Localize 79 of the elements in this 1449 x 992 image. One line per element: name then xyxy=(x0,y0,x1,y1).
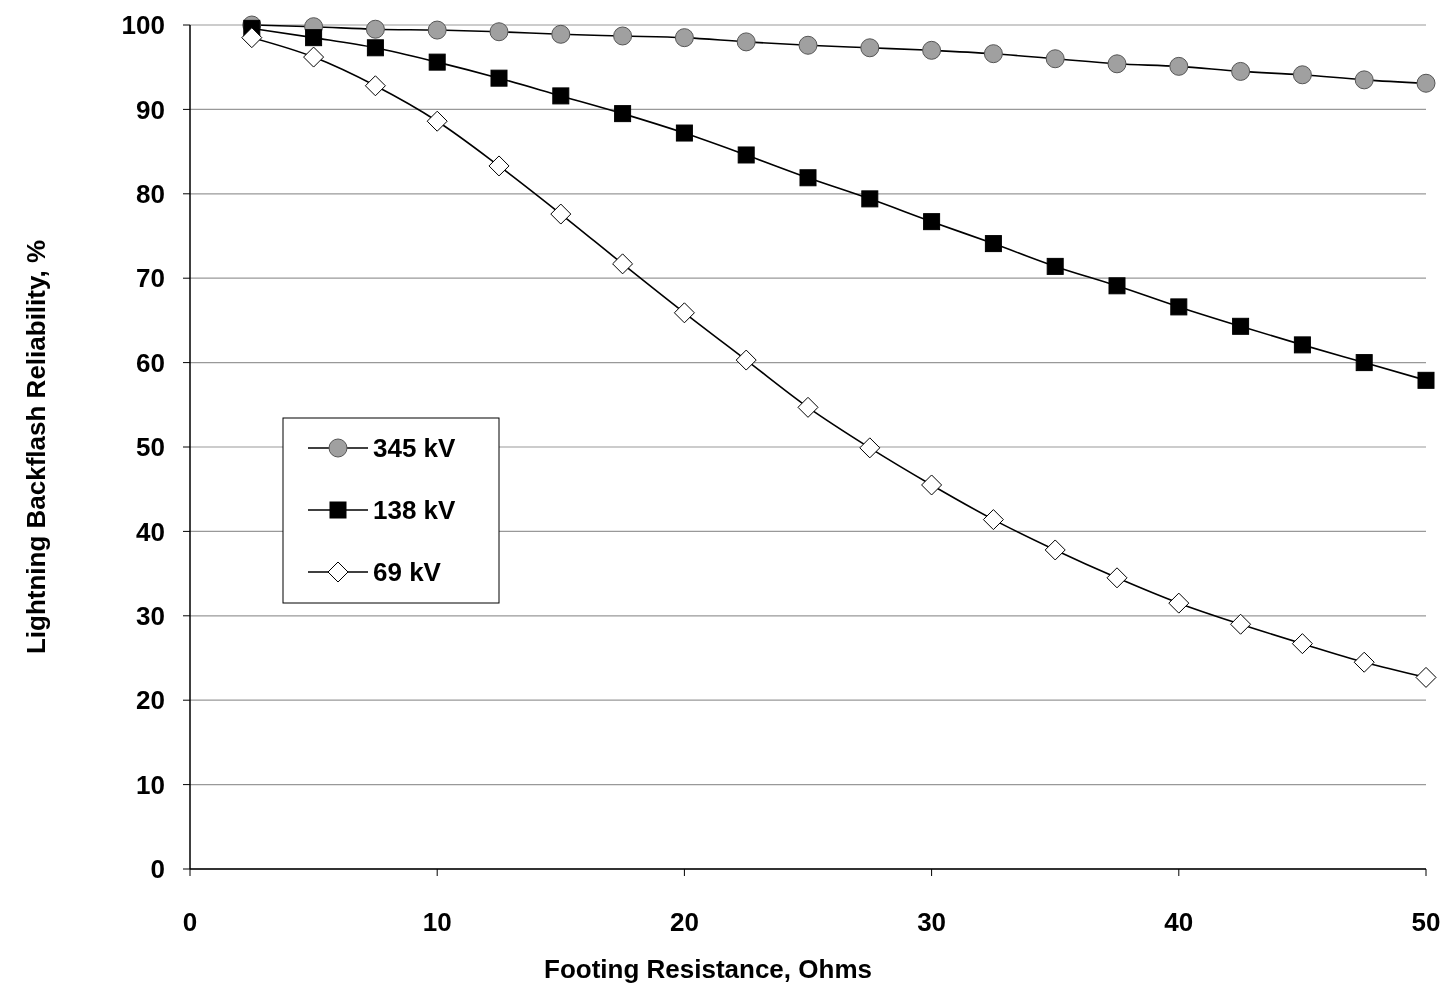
x-tick-label: 40 xyxy=(1164,907,1194,937)
point xyxy=(490,69,508,87)
point xyxy=(303,46,325,68)
y-tick-label: 60 xyxy=(136,347,165,378)
point xyxy=(1415,666,1437,688)
point xyxy=(1416,73,1436,93)
point xyxy=(673,302,695,324)
point xyxy=(736,32,756,52)
y-tick-label: 90 xyxy=(136,94,165,125)
point xyxy=(613,26,633,46)
legend-label: 138 kV xyxy=(373,495,457,526)
point xyxy=(922,40,942,60)
point xyxy=(984,235,1002,253)
point xyxy=(428,53,446,71)
y-tick-label: 20 xyxy=(136,685,165,716)
point xyxy=(797,396,819,418)
x-tick-label: 20 xyxy=(669,907,699,937)
point xyxy=(859,437,881,459)
point xyxy=(1293,336,1311,354)
point xyxy=(1292,65,1312,85)
y-tick-label: 70 xyxy=(136,263,165,294)
x-tick-label: 0 xyxy=(182,907,198,937)
point xyxy=(241,27,263,49)
x-tick-label: 10 xyxy=(422,907,452,937)
y-tick-label: 50 xyxy=(136,432,165,463)
y-tick-label: 80 xyxy=(136,178,165,209)
y-tick-label: 10 xyxy=(136,769,165,800)
point xyxy=(1169,56,1189,76)
point xyxy=(1291,633,1313,655)
point xyxy=(1417,371,1435,389)
point xyxy=(488,155,510,177)
point xyxy=(612,253,634,275)
point xyxy=(861,190,879,208)
point xyxy=(674,28,694,48)
point xyxy=(614,105,632,123)
point xyxy=(1045,49,1065,69)
point xyxy=(1107,54,1127,74)
x-tick-label: 50 xyxy=(1411,907,1441,937)
point xyxy=(921,474,943,496)
point xyxy=(426,110,448,132)
point xyxy=(366,39,384,57)
point xyxy=(860,38,880,58)
point xyxy=(923,213,941,231)
point xyxy=(1353,651,1375,673)
point xyxy=(1046,257,1064,275)
point xyxy=(427,20,447,40)
point xyxy=(675,124,693,142)
y-axis-title: Lightning Backflash Reliability, % xyxy=(21,239,51,655)
y-tick-label: 0 xyxy=(150,854,165,885)
point xyxy=(1231,61,1251,81)
point xyxy=(551,24,571,44)
point xyxy=(552,87,570,105)
y-tick-label: 100 xyxy=(121,10,165,41)
point xyxy=(1230,613,1252,635)
x-axis-title: Footing Resistance, Ohms xyxy=(544,954,872,984)
point xyxy=(1354,70,1374,90)
point xyxy=(737,146,755,164)
point xyxy=(1106,567,1128,589)
point xyxy=(735,349,757,371)
point xyxy=(305,29,323,47)
point xyxy=(365,19,385,39)
point xyxy=(489,22,509,42)
point xyxy=(1044,539,1066,561)
legend-label: 345 kV xyxy=(373,433,457,464)
point xyxy=(1170,298,1188,316)
point xyxy=(1168,592,1190,614)
point xyxy=(798,35,818,55)
y-tick-label: 40 xyxy=(136,516,165,547)
point xyxy=(983,44,1003,64)
point xyxy=(1232,317,1250,335)
point xyxy=(1355,354,1373,372)
point xyxy=(799,169,817,187)
x-tick-label: 30 xyxy=(917,907,947,937)
point xyxy=(1108,277,1126,295)
point xyxy=(550,203,572,225)
y-tick-label: 30 xyxy=(136,600,165,631)
legend-label: 69 kV xyxy=(373,557,442,588)
point xyxy=(982,509,1004,531)
point xyxy=(364,75,386,97)
